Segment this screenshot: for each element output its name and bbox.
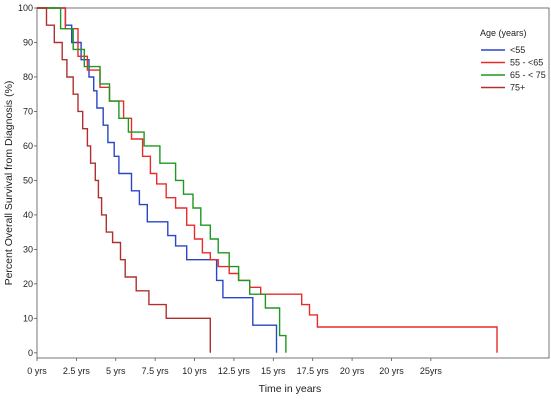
legend-label: <55	[510, 45, 525, 55]
x-tick-label: 12.5 yrs	[218, 366, 251, 376]
x-tick-label: 7.5 yrs	[142, 366, 170, 376]
legend-items: <55 55 - <65 65 - < 75 75+	[481, 45, 546, 93]
legend-label: 55 - <65	[510, 58, 543, 68]
x-tick-label: 10 yrs	[182, 366, 207, 376]
x-tick-label: 25yrs	[420, 366, 443, 376]
legend-label: 75+	[510, 83, 525, 93]
x-tick-label: 20 yrs	[340, 366, 365, 376]
y-tick-label: 80	[23, 72, 33, 82]
y-tick-label: 10	[23, 313, 33, 323]
x-tick-label: 5 yrs	[106, 366, 126, 376]
legend-label: 65 - < 75	[510, 70, 546, 80]
x-tick-label: 2.5 yrs	[63, 366, 91, 376]
x-tick-label: 17.5 yrs	[297, 366, 330, 376]
tick-marks	[34, 7, 432, 361]
y-tick-label: 70	[23, 106, 33, 116]
series-line-1	[37, 7, 278, 353]
legend-title: Age (years)	[480, 28, 527, 38]
series-line-3	[37, 7, 287, 353]
y-tick-label: 20	[23, 279, 33, 289]
y-axis-title: Percent Overall Survival from Diagnosis …	[3, 81, 15, 286]
plot-area	[36, 7, 550, 359]
x-tick-labels: 0 yrs 2.5 yrs 5 yrs 7.5 yrs 10 yrs 12.5 yrs 15…	[27, 366, 442, 376]
legend: Age (years) <55 55 - <65 65 - < 75 75+	[480, 28, 546, 93]
y-tick-labels: 0 10 20 30 40 50 60 70 80 90 100	[18, 3, 33, 358]
series-line-4	[37, 7, 211, 353]
y-tick-label: 90	[23, 37, 33, 47]
series-line-2	[37, 7, 498, 353]
x-tick-label: 15 yrs	[261, 366, 286, 376]
y-tick-label: 30	[23, 244, 33, 254]
y-tick-label: 60	[23, 141, 33, 151]
x-tick-label: 0 yrs	[27, 366, 47, 376]
x-tick-label: 20 yrs	[379, 366, 404, 376]
y-tick-label: 40	[23, 210, 33, 220]
y-tick-label: 100	[18, 3, 33, 13]
x-axis-title: Time in years	[259, 383, 322, 395]
y-tick-label: 50	[23, 175, 33, 185]
y-tick-label: 0	[28, 348, 33, 358]
series-lines	[37, 7, 498, 353]
